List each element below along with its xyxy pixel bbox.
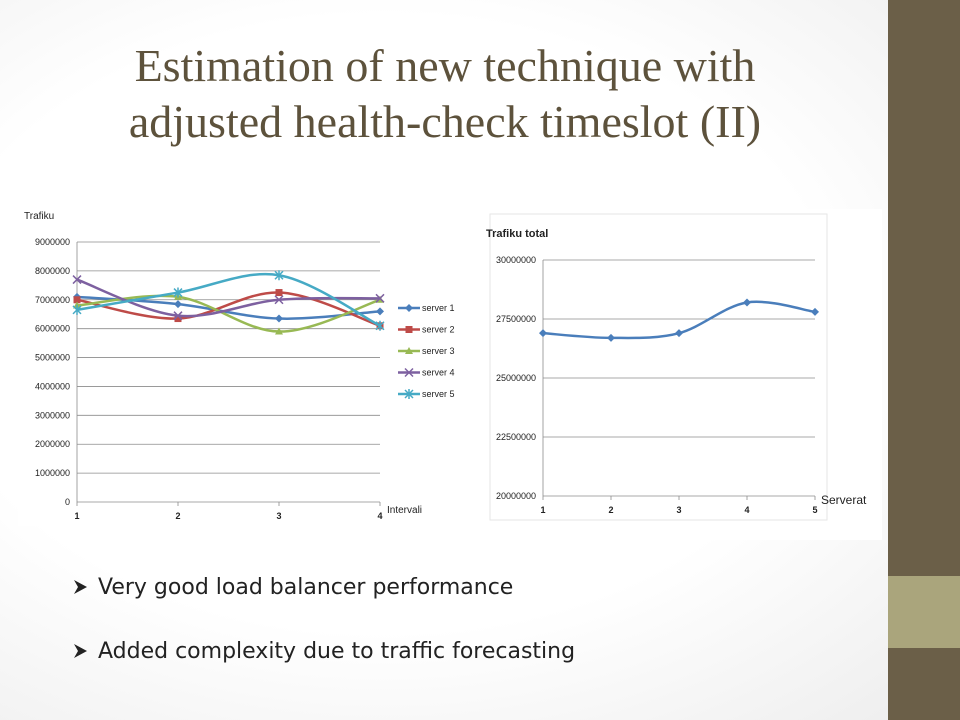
y-tick-label: 4000000 xyxy=(35,381,70,391)
data-point xyxy=(173,287,183,298)
data-point xyxy=(72,275,82,285)
legend-label: server 2 xyxy=(422,325,455,335)
sidebar-accent-block xyxy=(888,576,960,648)
x-tick-label: 2 xyxy=(175,511,180,521)
bullet-text: Added complexity due to traffic forecast… xyxy=(98,638,576,664)
legend-label: server 1 xyxy=(422,303,455,313)
server-traffic-chart: 0 1000000 2000000 3000000 4000000 5000000 6000… xyxy=(18,204,458,526)
y-tick-label: 5000000 xyxy=(35,353,70,363)
legend-marker xyxy=(405,326,413,333)
x-tick-label: 1 xyxy=(74,511,79,521)
bullet-list: Very good load balancer performance Adde… xyxy=(72,570,575,668)
title-line-2: adjusted health-check timeslot (II) xyxy=(128,96,762,147)
data-point xyxy=(174,315,182,323)
y-tick-label: 2000000 xyxy=(35,439,70,449)
total-traffic-chart: 20000000 22500000 25000000 27500000 30000000… xyxy=(482,209,882,540)
data-point xyxy=(376,307,384,316)
data-point xyxy=(173,311,183,321)
x-axis-label: Serverat xyxy=(821,493,867,507)
y-tick-label: 9000000 xyxy=(35,237,70,247)
title-line-1: Estimation of new technique with xyxy=(134,40,756,91)
y-tick-label: 22500000 xyxy=(496,432,536,442)
data-point xyxy=(607,333,615,342)
data-point xyxy=(73,296,81,304)
data-point xyxy=(811,307,819,316)
total-traffic-svg: 20000000 22500000 25000000 27500000 30000000… xyxy=(486,213,867,521)
x-tick-label: 3 xyxy=(676,505,681,515)
data-point xyxy=(274,270,284,281)
y-tick-label: 0 xyxy=(65,497,70,507)
x-tick-label: 4 xyxy=(377,511,382,521)
y-tick-label: 1000000 xyxy=(35,468,70,478)
x-tick-label: 3 xyxy=(276,511,281,521)
legend-label: server 5 xyxy=(422,389,455,399)
legend-label: server 4 xyxy=(422,368,455,378)
arrow-bullet-icon xyxy=(74,644,87,658)
legend-marker xyxy=(405,304,413,312)
bullet-item: Very good load balancer performance xyxy=(72,570,575,604)
x-tick-label: 1 xyxy=(540,505,545,515)
y-axis-label: Trafiku xyxy=(24,211,54,222)
plot-frame xyxy=(489,213,828,521)
data-point xyxy=(274,295,284,305)
legend-marker xyxy=(405,347,413,354)
y-tick-label: 6000000 xyxy=(35,324,70,334)
data-point xyxy=(539,329,547,338)
data-point xyxy=(174,300,182,309)
legend-label: server 3 xyxy=(422,346,455,356)
server-traffic-svg: 0 1000000 2000000 3000000 4000000 5000000 6000… xyxy=(24,211,455,521)
x-tick-label: 2 xyxy=(608,505,613,515)
x-tick-label: 4 xyxy=(744,505,749,515)
y-tick-label: 8000000 xyxy=(35,266,70,276)
x-tick-label: 5 xyxy=(812,505,817,515)
data-point xyxy=(375,320,385,331)
slide-title: Estimation of new technique with adjuste… xyxy=(60,38,830,150)
data-point xyxy=(72,304,82,315)
bullet-item: Added complexity due to traffic forecast… xyxy=(72,634,575,668)
data-point xyxy=(275,314,283,323)
series-line xyxy=(76,272,381,327)
bullet-text: Very good load balancer performance xyxy=(98,574,514,600)
x-axis-label: Intervali xyxy=(387,505,422,516)
y-tick-label: 3000000 xyxy=(35,410,70,420)
data-point xyxy=(375,293,385,303)
series-line xyxy=(76,291,381,327)
y-tick-label: 20000000 xyxy=(496,491,536,501)
data-point xyxy=(275,327,283,335)
y-tick-label: 27500000 xyxy=(496,314,536,324)
y-tick-label: 25000000 xyxy=(496,373,536,383)
arrow-bullet-icon xyxy=(74,580,87,594)
data-point xyxy=(743,298,751,307)
legend-marker xyxy=(404,367,414,378)
legend-marker xyxy=(404,389,414,399)
chart-title: Trafiku total xyxy=(486,228,548,240)
y-tick-label: 7000000 xyxy=(35,295,70,305)
y-tick-label: 30000000 xyxy=(496,255,536,265)
data-point xyxy=(675,329,683,338)
data-point xyxy=(275,289,283,297)
